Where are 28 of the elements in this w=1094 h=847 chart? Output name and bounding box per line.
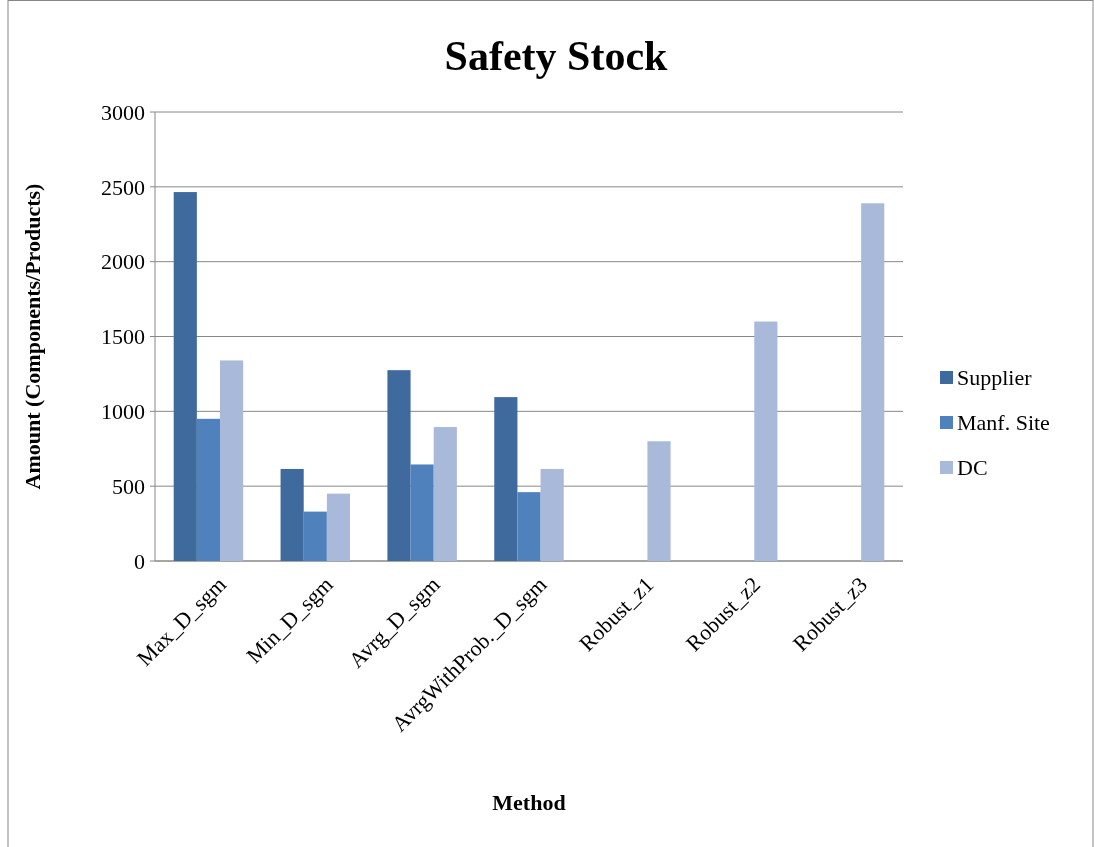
y-tick-label: 2500	[101, 174, 145, 200]
y-tick-label: 0	[134, 548, 145, 574]
bar	[387, 370, 411, 561]
y-tick-label: 3000	[101, 99, 145, 125]
legend-label: Supplier	[957, 364, 1033, 390]
x-axis-title: Method	[492, 790, 566, 815]
bar	[326, 493, 351, 561]
bar	[540, 468, 564, 561]
bar	[303, 511, 327, 561]
bar	[494, 397, 518, 561]
y-tick-label: 500	[112, 473, 145, 499]
bar	[220, 360, 244, 561]
y-tick-label: 1000	[101, 399, 145, 425]
bar	[433, 427, 457, 561]
legend-label: DC	[957, 454, 988, 480]
y-axis-title: Amount (Components/Products)	[20, 183, 45, 490]
bar	[861, 203, 885, 561]
bar	[647, 441, 671, 561]
bar	[196, 418, 220, 561]
bar	[280, 468, 304, 561]
legend-label: Manf. Site	[957, 409, 1050, 435]
y-tick-label: 2000	[101, 249, 145, 275]
bar	[410, 464, 434, 561]
y-tick-label: 1500	[101, 324, 145, 350]
bar	[754, 321, 778, 561]
bar	[517, 492, 541, 561]
chart-title: Safety Stock	[444, 33, 669, 79]
bar	[173, 192, 197, 561]
